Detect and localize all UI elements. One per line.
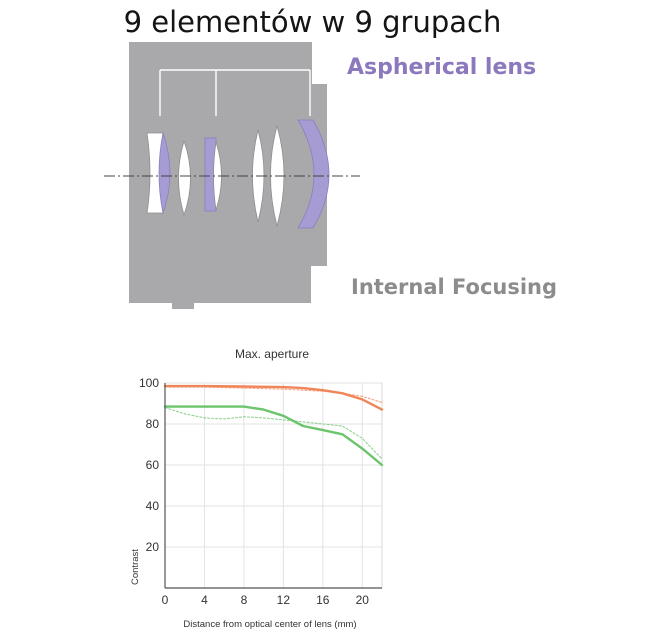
y-tick-label-4: 100	[139, 376, 159, 390]
y-tick-label-0: 20	[146, 540, 160, 554]
internal-focusing-label: Internal Focusing	[351, 275, 557, 299]
x-tick-label-4: 16	[316, 593, 330, 607]
y-tick-label-1: 40	[146, 499, 160, 513]
lens-element-5	[213, 141, 222, 211]
page-title: 9 elementów w 9 grupach	[123, 5, 502, 39]
x-tick-label-5: 20	[356, 593, 370, 607]
aspherical-lens-label: Aspherical lens	[347, 55, 536, 80]
lens-diagram: Aspherical lens Internal Focusing	[104, 42, 557, 309]
x-tick-label-2: 8	[241, 593, 248, 607]
mtf-series-4-line	[164, 407, 383, 460]
aspherical-bracket	[159, 69, 311, 116]
x-tick-label-1: 4	[201, 593, 208, 607]
mtf-series-2-line	[164, 386, 383, 404]
x-axis-label: Distance from optical center of lens (mm…	[183, 619, 356, 630]
y-axis-label: Contrast	[130, 549, 141, 585]
x-tick-label-3: 12	[277, 593, 291, 607]
grid-lines	[165, 382, 382, 588]
mtf-series-1-line	[163, 384, 384, 411]
y-tick-label-2: 60	[146, 458, 160, 472]
tick-labels: 0 4 8 12 16 20 20 40 60 80 100	[139, 376, 369, 607]
x-tick-label-0: 0	[162, 593, 169, 607]
lens-element-3	[178, 139, 191, 217]
lens-element-2-aspherical	[158, 131, 171, 215]
series-layer	[163, 384, 384, 467]
chart-title: Max. aperture	[235, 347, 309, 361]
lens-element-8-aspherical	[297, 119, 330, 229]
y-tick-label-3: 80	[146, 417, 160, 431]
